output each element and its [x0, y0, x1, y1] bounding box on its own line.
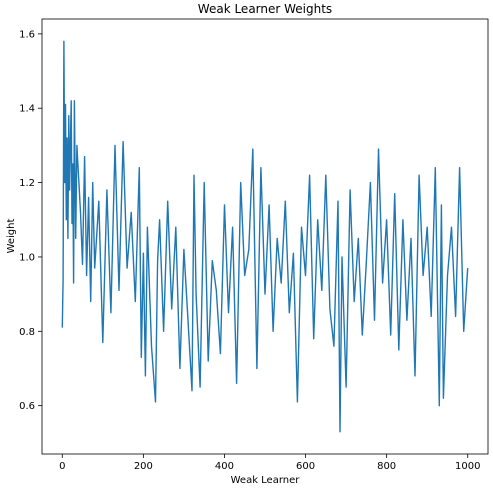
y-tick-label: 1.2: [19, 178, 35, 189]
y-tick-label: 0.8: [19, 327, 35, 338]
x-tick-label: 600: [296, 461, 315, 472]
y-tick-label: 0.6: [19, 401, 35, 412]
x-axis: 0 200 400 600 800 1000: [59, 454, 480, 472]
y-axis: 0.6 0.8 1.0 1.2 1.4 1.6: [19, 29, 42, 412]
x-axis-label: Weak Learner: [231, 475, 301, 486]
plot-area: [41, 18, 489, 455]
y-axis-label: Weight: [6, 219, 17, 254]
x-tick-label: 400: [215, 461, 234, 472]
chart-title: Weak Learner Weights: [198, 2, 332, 16]
series-line: [61, 40, 469, 433]
x-tick-label: 800: [377, 461, 396, 472]
y-tick-label: 1.4: [19, 104, 35, 115]
x-tick-label: 200: [134, 461, 153, 472]
y-tick-label: 1.6: [19, 29, 35, 40]
y-tick-label: 1.0: [19, 252, 35, 263]
x-tick-label: 1000: [455, 461, 480, 472]
x-tick-label: 0: [59, 461, 65, 472]
series-layer: [61, 40, 469, 433]
